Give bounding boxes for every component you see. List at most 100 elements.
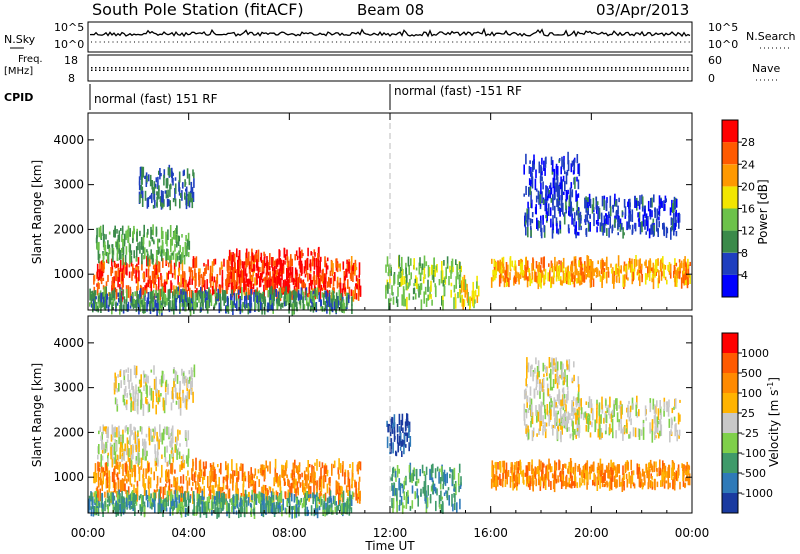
heatmap-cell <box>564 273 566 283</box>
nave-dot <box>343 69 345 71</box>
nsearch-dot <box>452 41 454 43</box>
heatmap-cell <box>346 301 349 305</box>
heatmap-cell <box>158 277 160 288</box>
nsearch-dot <box>181 41 183 43</box>
nave-dot <box>183 69 185 71</box>
heatmap-cell <box>189 498 191 503</box>
heatmap-cell <box>98 444 100 455</box>
freq-dot <box>351 67 353 69</box>
nave-dot <box>159 69 161 71</box>
heatmap-cell <box>441 270 444 283</box>
heatmap-cell <box>114 426 116 433</box>
heatmap-cell <box>148 495 150 501</box>
heatmap-cell <box>403 296 405 307</box>
heatmap-cell <box>284 291 286 302</box>
heatmap-cell <box>322 294 325 305</box>
heatmap-cell <box>301 472 303 478</box>
heatmap-cell <box>138 303 140 315</box>
heatmap-cell <box>339 485 341 492</box>
nave-dot <box>151 69 153 71</box>
heatmap-cell <box>289 275 291 283</box>
heatmap-cell <box>188 266 191 273</box>
heatmap-cell <box>617 214 619 223</box>
heatmap-cell <box>669 266 672 279</box>
colorbar-swatch <box>722 230 738 253</box>
freq-dot <box>479 67 481 69</box>
heatmap-cell <box>567 189 569 195</box>
nsearch-dot <box>254 41 256 43</box>
heatmap-cell <box>175 371 178 375</box>
heatmap-cell <box>289 486 291 498</box>
heatmap-cell <box>119 503 121 514</box>
heatmap-cell <box>263 493 265 500</box>
heatmap-cell <box>460 280 463 293</box>
nsearch-dot <box>551 41 553 43</box>
heatmap-cell <box>527 217 529 227</box>
heatmap-cell <box>218 487 221 493</box>
heatmap-cell <box>237 255 240 261</box>
heatmap-cell <box>237 471 240 480</box>
heatmap-cell <box>112 290 114 298</box>
heatmap-cell <box>339 282 342 293</box>
heatmap-cell <box>202 498 205 505</box>
heatmap-cell <box>184 272 186 282</box>
nave-dot <box>551 69 553 71</box>
nave-tick-bottom: 0 <box>708 72 715 85</box>
heatmap-cell <box>267 489 269 495</box>
heatmap-cell <box>162 374 165 381</box>
freq-dot <box>579 67 581 69</box>
heatmap-cell <box>179 397 182 408</box>
heatmap-cell <box>150 299 152 304</box>
heatmap-cell <box>587 202 589 208</box>
heatmap-cell <box>667 264 669 271</box>
heatmap-cell <box>147 228 149 235</box>
heatmap-cell <box>454 502 456 511</box>
heatmap-cell <box>346 259 348 264</box>
heatmap-cell <box>153 193 156 202</box>
heatmap-cell <box>454 293 457 300</box>
heatmap-cell <box>227 489 230 499</box>
heatmap-cell <box>513 275 516 283</box>
heatmap-cell <box>257 249 260 262</box>
heatmap-cell <box>414 278 417 283</box>
heatmap-cell <box>145 454 147 461</box>
heatmap-cell <box>130 457 133 470</box>
heatmap-cell <box>193 499 195 510</box>
heatmap-cell <box>190 388 192 395</box>
heatmap-cell <box>565 208 567 214</box>
heatmap-cell <box>413 287 416 294</box>
heatmap-cell <box>513 265 516 271</box>
heatmap-cell <box>92 303 94 313</box>
heatmap-cell <box>198 494 201 504</box>
heatmap-cell <box>302 296 304 303</box>
heatmap-cell <box>124 475 126 482</box>
heatmap-cell <box>587 210 589 216</box>
heatmap-cell <box>568 206 570 215</box>
freq-dot <box>647 67 649 69</box>
heatmap-cell <box>127 486 130 494</box>
heatmap-cell <box>131 382 133 390</box>
heatmap-cell <box>304 273 307 278</box>
heatmap-cell <box>320 496 322 507</box>
nsearch-dot <box>508 41 510 43</box>
heatmap-cell <box>287 478 289 486</box>
heatmap-cell <box>198 484 201 497</box>
heatmap-cell <box>234 504 236 510</box>
heatmap-cell <box>293 484 296 494</box>
heatmap-cell <box>178 181 180 192</box>
heatmap-cell <box>157 502 160 514</box>
heatmap-cell <box>174 370 177 382</box>
heatmap-cell <box>218 508 220 517</box>
heatmap-cell <box>608 211 610 218</box>
nave-dot <box>631 69 633 71</box>
freq-dot <box>111 67 113 69</box>
heatmap-cell <box>185 279 187 293</box>
freq-dot <box>463 67 465 69</box>
nsearch-dot <box>465 41 467 43</box>
heatmap-cell <box>542 181 544 190</box>
heatmap-cell <box>636 271 639 276</box>
heatmap-cell <box>358 476 361 482</box>
heatmap-cell <box>252 271 255 276</box>
heatmap-cell <box>184 192 186 200</box>
heatmap-cell <box>150 499 152 507</box>
